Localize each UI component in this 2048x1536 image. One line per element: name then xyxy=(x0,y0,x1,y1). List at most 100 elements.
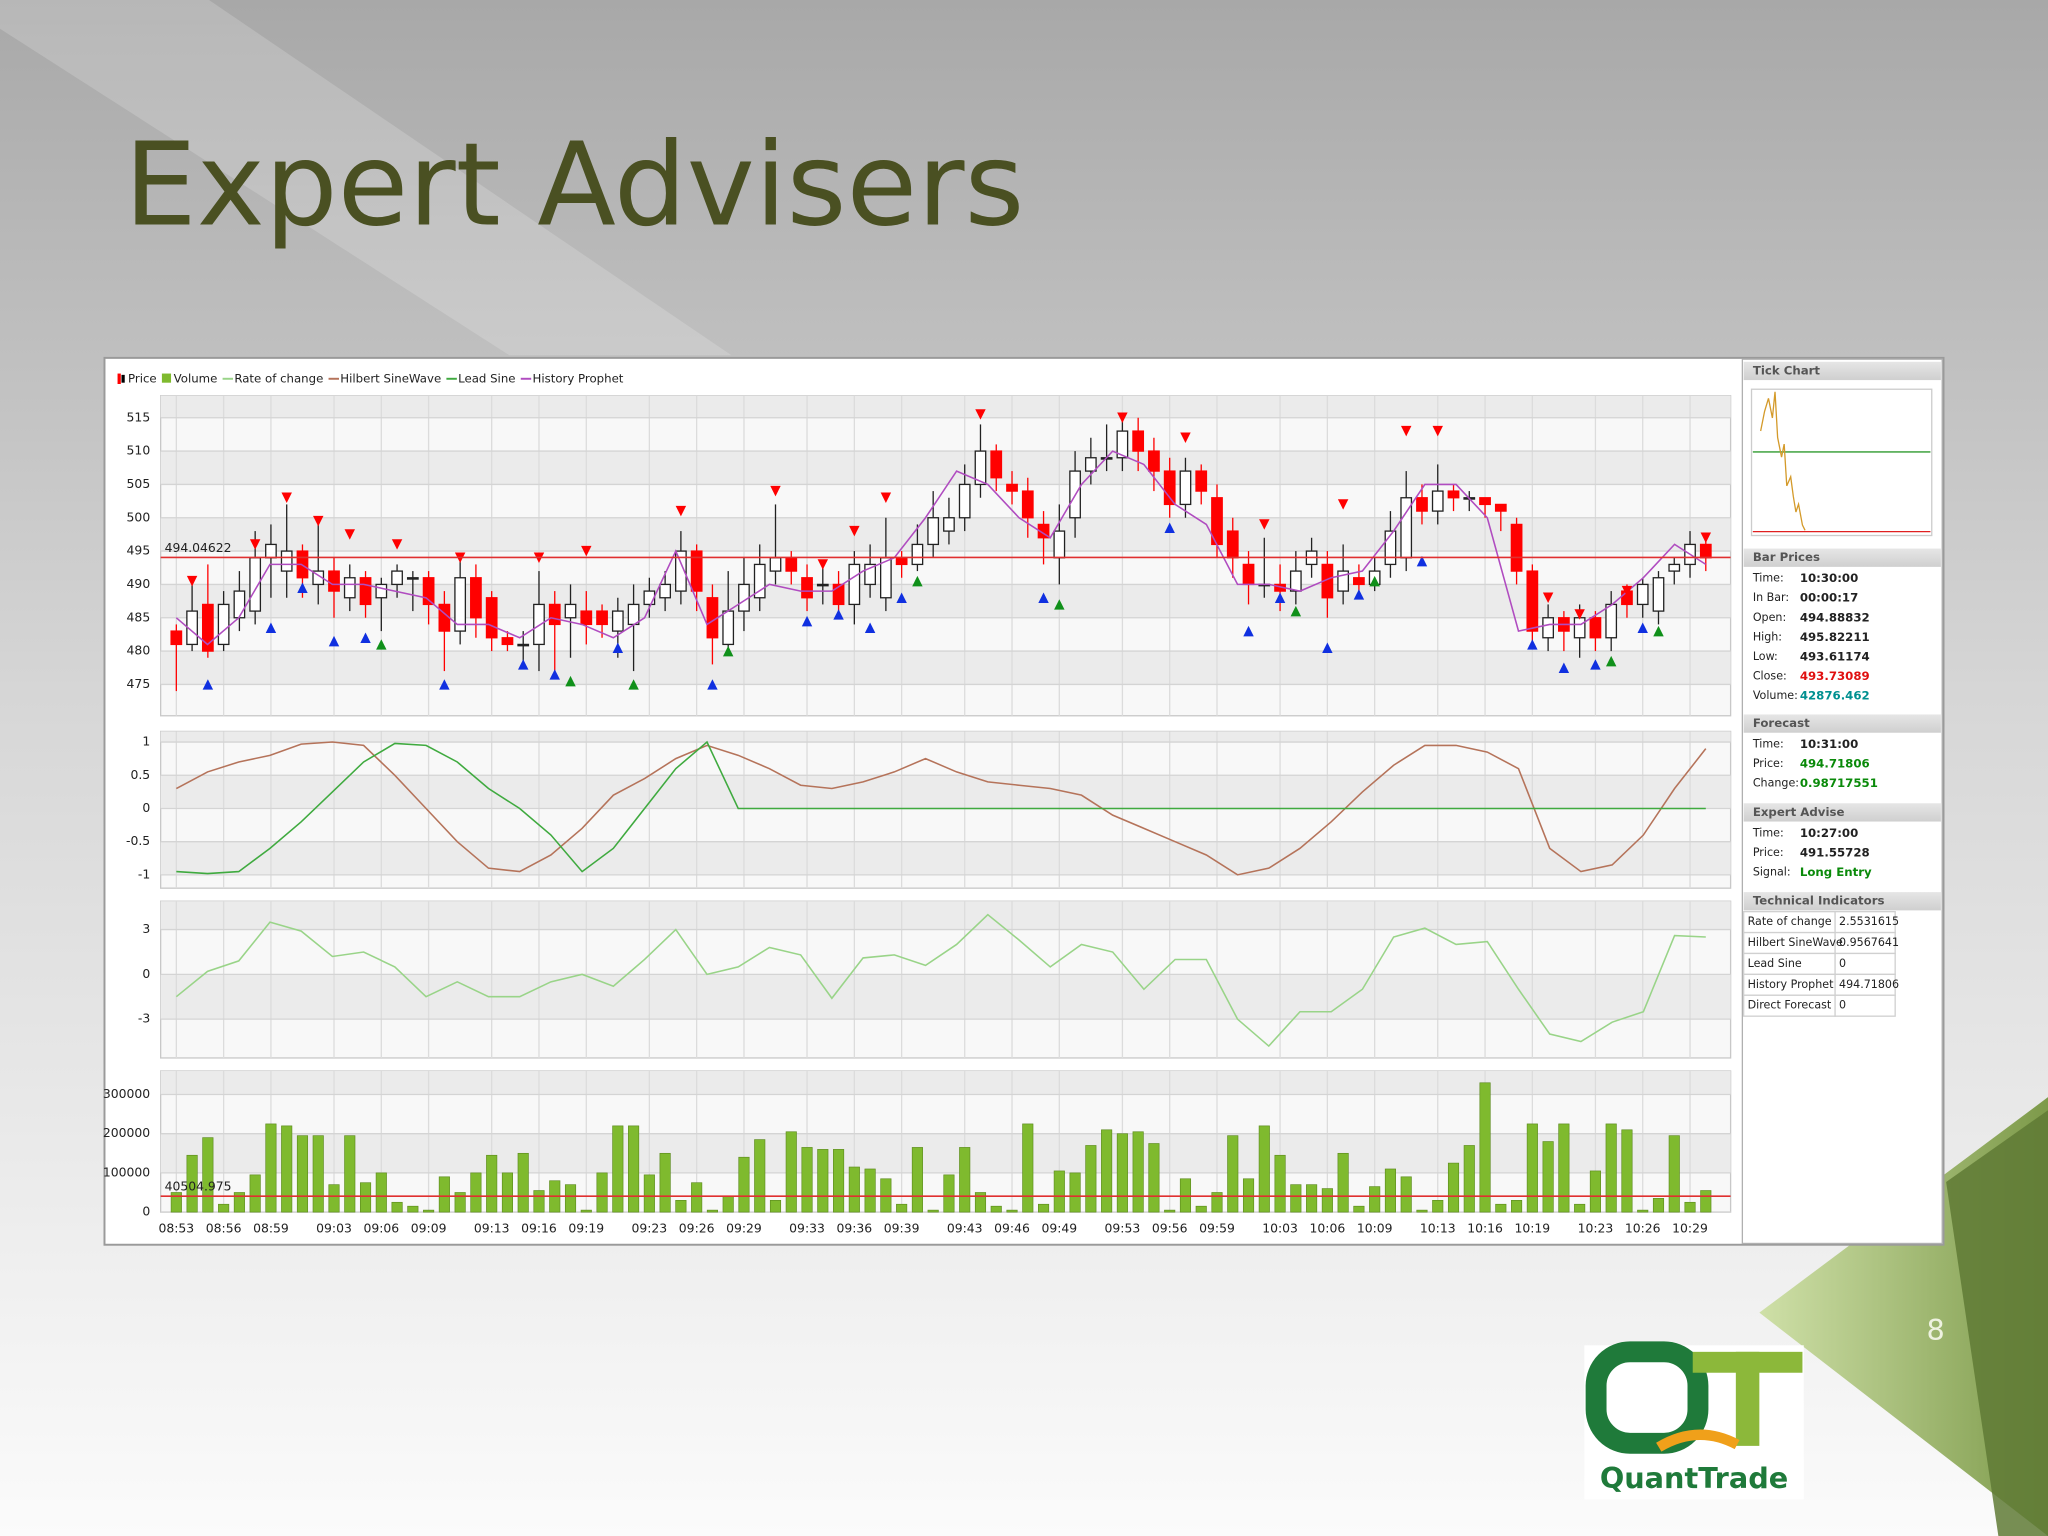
section-title: Tick Chart xyxy=(1753,363,1821,377)
grid-band xyxy=(160,395,1731,418)
bar xyxy=(1652,1198,1665,1213)
logo-swoosh xyxy=(1656,1429,1740,1452)
slide-title: Expert Advisers xyxy=(124,119,1024,253)
x-tick-label: 10:26 xyxy=(1625,1221,1661,1236)
x-tick-label: 09:56 xyxy=(1152,1221,1188,1236)
signal-marker xyxy=(1700,532,1712,543)
bar xyxy=(1022,1123,1034,1213)
x-tick-label: 09:33 xyxy=(789,1221,825,1236)
candle-body xyxy=(659,583,672,599)
info-value: Long Entry xyxy=(1800,865,1872,879)
candle-body xyxy=(1605,603,1618,639)
indicator-value: 0.9567641 xyxy=(1839,936,1899,949)
bar xyxy=(344,1135,356,1213)
bar xyxy=(249,1174,261,1213)
info-label: Close: xyxy=(1753,670,1787,683)
candle-body xyxy=(943,517,955,532)
signal-marker xyxy=(313,515,324,527)
bar xyxy=(722,1196,734,1213)
grid-band xyxy=(160,841,1731,875)
signal-marker xyxy=(391,539,403,550)
logo-text: QuantTrade xyxy=(1600,1461,1788,1495)
bar xyxy=(990,1205,1002,1213)
candle-body xyxy=(470,577,482,619)
indicator-value: 494.71806 xyxy=(1839,978,1899,991)
info-label: High: xyxy=(1753,630,1782,643)
legend-label: Price xyxy=(128,371,157,385)
bar xyxy=(1479,1082,1491,1213)
bar xyxy=(1384,1168,1396,1213)
info-value: 42876.462 xyxy=(1800,689,1870,703)
bar xyxy=(1195,1205,1207,1213)
candle-body xyxy=(280,550,293,572)
signal-marker xyxy=(722,645,734,657)
line xyxy=(175,450,1707,646)
bar xyxy=(691,1182,703,1213)
bar xyxy=(1101,1129,1113,1213)
reference-label: 494.04622 xyxy=(165,540,232,555)
candle-body xyxy=(375,583,388,599)
info-label: Time: xyxy=(1752,826,1784,839)
y-tick-label: 3 xyxy=(142,921,150,936)
bar xyxy=(486,1154,498,1213)
signal-marker xyxy=(281,492,292,503)
bar xyxy=(864,1168,876,1213)
signal-marker xyxy=(376,639,387,650)
candle-body xyxy=(848,563,861,606)
bar xyxy=(359,1182,372,1213)
bar xyxy=(1432,1200,1444,1213)
legend-label: Rate of change xyxy=(234,371,323,385)
x-tick-label: 10:19 xyxy=(1514,1221,1550,1236)
candle-body xyxy=(1353,577,1365,586)
x-tick-label: 10:29 xyxy=(1672,1221,1708,1236)
section-header xyxy=(1743,548,1941,567)
signal-marker xyxy=(1574,609,1585,620)
signal-marker xyxy=(202,679,214,690)
bar xyxy=(659,1152,671,1213)
info-label: Time: xyxy=(1752,572,1784,585)
grid-band xyxy=(160,1133,1731,1173)
candle-body xyxy=(675,550,687,592)
grid-band xyxy=(160,974,1731,1020)
signal-marker xyxy=(975,409,986,420)
candle-body xyxy=(170,630,183,646)
info-value: 495.82211 xyxy=(1800,630,1870,644)
section-title: Bar Prices xyxy=(1753,550,1820,564)
bar xyxy=(1148,1143,1160,1213)
signal-marker xyxy=(360,632,371,643)
info-value: 493.73089 xyxy=(1800,669,1870,683)
legend-swatch xyxy=(121,374,125,383)
x-tick-label: 10:13 xyxy=(1420,1221,1456,1236)
candle-body xyxy=(548,603,561,626)
bar xyxy=(801,1147,813,1213)
candle-body xyxy=(1084,457,1097,472)
bar xyxy=(454,1192,466,1213)
candle-body xyxy=(1416,497,1428,512)
indicator-name: Lead Sine xyxy=(1748,957,1802,970)
line xyxy=(176,740,1706,875)
bar xyxy=(612,1125,624,1213)
bar xyxy=(927,1209,939,1213)
bar xyxy=(817,1149,829,1213)
signal-marker xyxy=(1337,499,1349,510)
info-value: 0.98717551 xyxy=(1800,776,1878,790)
bar xyxy=(328,1184,340,1213)
candle-body xyxy=(643,590,656,606)
signal-marker xyxy=(1353,589,1365,600)
bar xyxy=(596,1172,608,1213)
page-number: 8 xyxy=(1927,1313,1945,1347)
legend-label: Hilbert SineWave xyxy=(340,371,441,385)
info-value: 494.88832 xyxy=(1800,610,1870,624)
signal-marker xyxy=(770,485,781,497)
y-tick-label: 490 xyxy=(127,576,151,591)
bar xyxy=(1353,1205,1365,1213)
signal-marker xyxy=(675,505,687,517)
y-tick-label: -1 xyxy=(138,866,150,881)
bar xyxy=(706,1209,718,1213)
y-tick-label: 515 xyxy=(127,409,151,424)
bar xyxy=(391,1201,403,1213)
candle-body xyxy=(832,583,845,606)
candle-body xyxy=(1226,530,1239,559)
bar xyxy=(170,1192,182,1213)
